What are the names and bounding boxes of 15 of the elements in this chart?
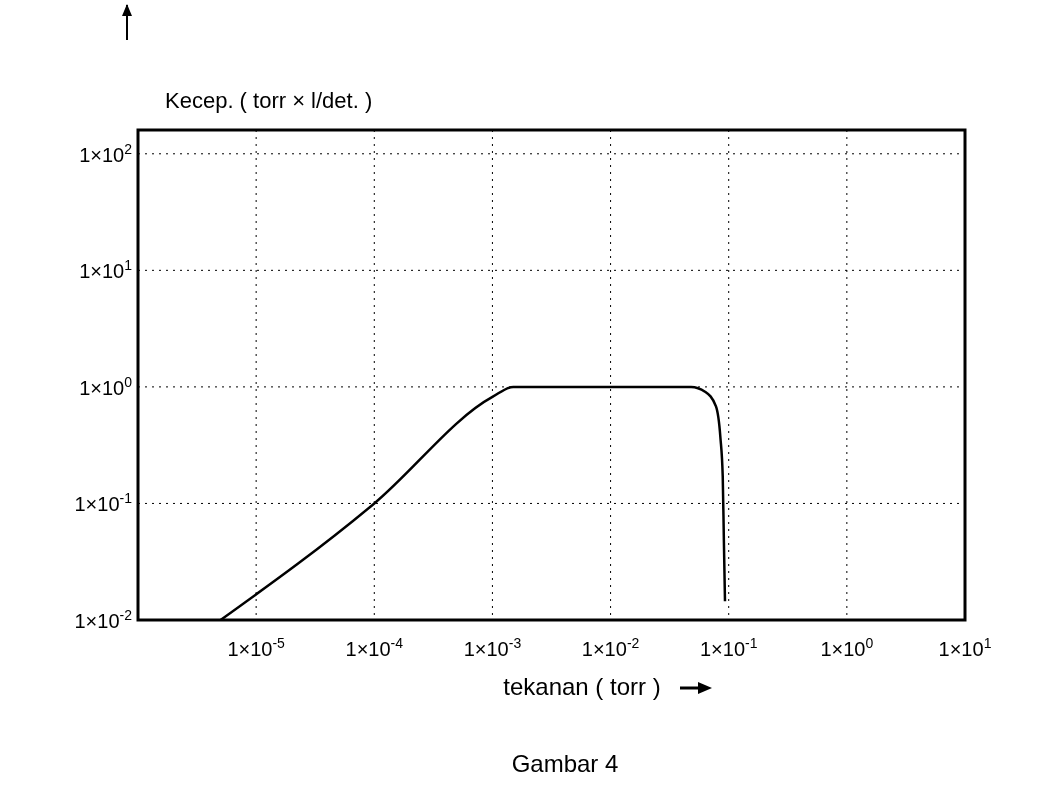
x-axis-title: tekanan ( torr )	[503, 673, 661, 700]
y-tick-label: 1×10$^{0}$	[79, 373, 133, 399]
x-tick-label: 1×10$^{0}$	[820, 635, 874, 660]
y-axis-title: Kecep. ( torr × l/det. )	[165, 88, 373, 113]
x-tick-label: 1×10$^{-3}$	[463, 635, 522, 660]
x-tick-label: 1×10$^{-1}$	[699, 635, 758, 660]
x-tick-label: 1×10$^{1}$	[938, 635, 992, 660]
text: Gambar 4	[511, 750, 619, 777]
x-tick-label: 1×10$^{-5}$	[227, 635, 286, 660]
x-tick-label: 1×10$^{-2}$	[581, 635, 640, 660]
y-tick-label: 1×10$^{-1}$	[74, 490, 133, 516]
y-tick-label: 1×10$^{1}$	[79, 257, 133, 283]
x-tick-label: 1×10$^{-4}$	[345, 635, 404, 660]
y-tick-label: 1×10$^{2}$	[79, 140, 133, 166]
y-tick-label: 1×10$^{-2}$	[74, 607, 133, 632]
